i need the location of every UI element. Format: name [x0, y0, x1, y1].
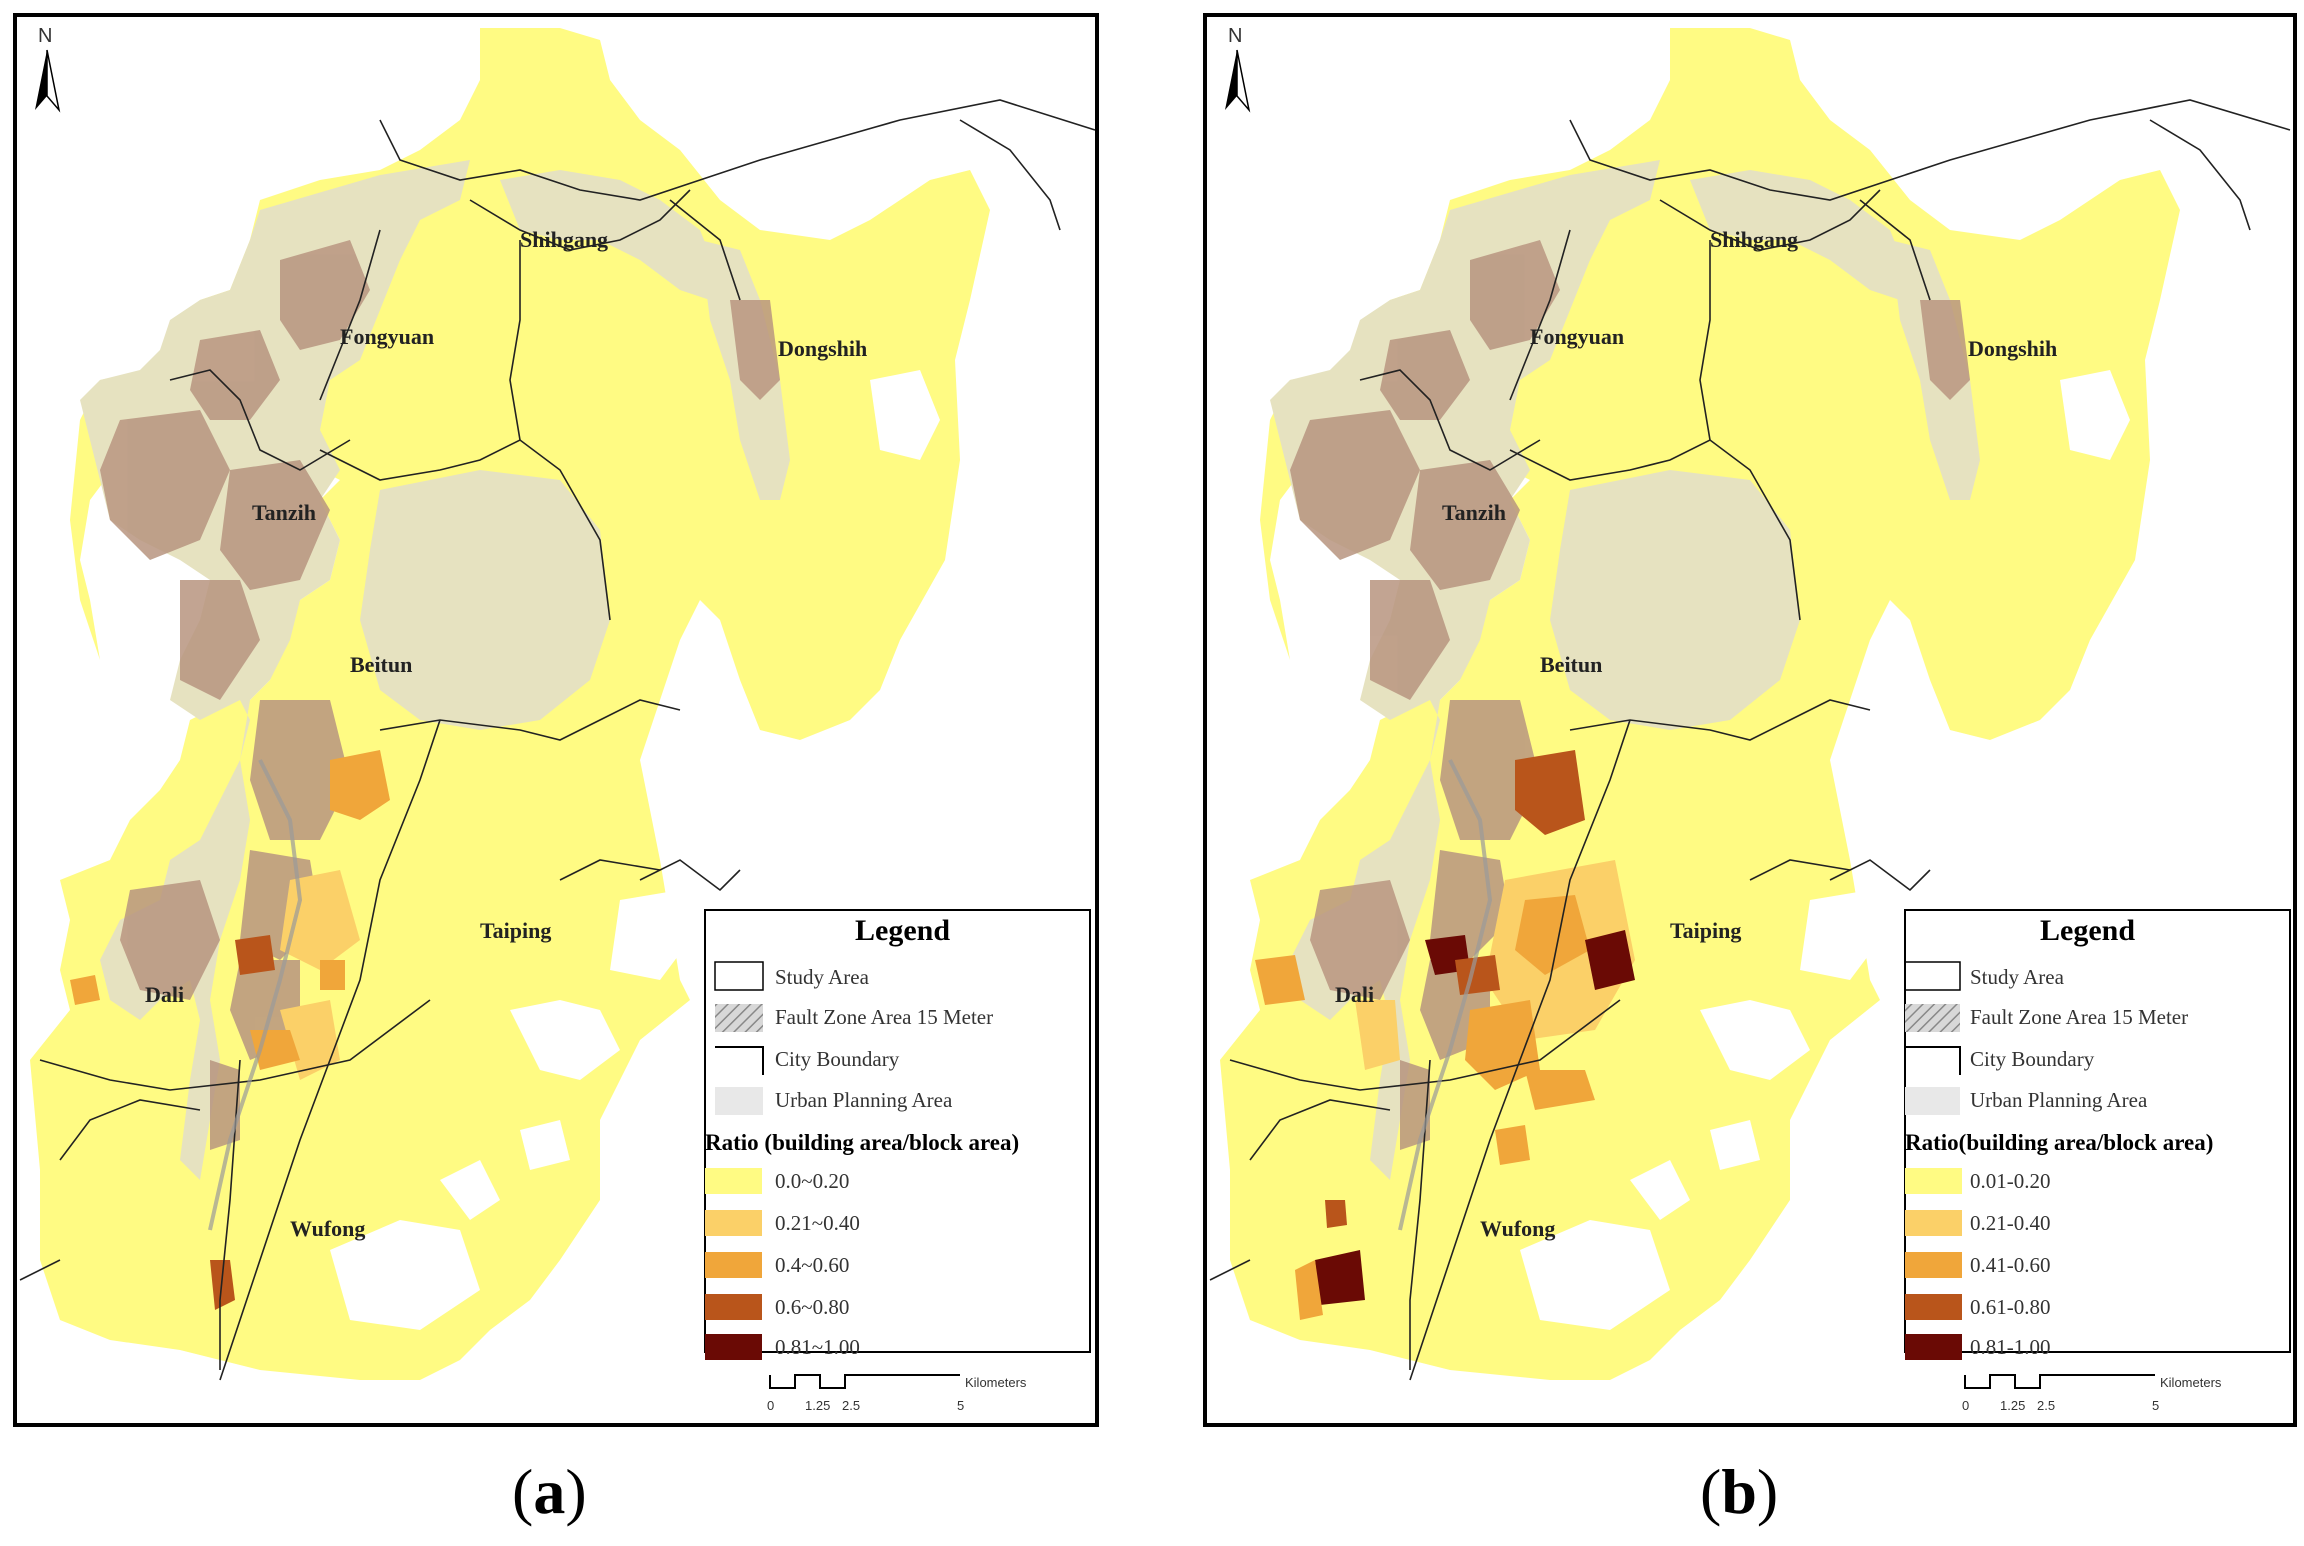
ratio-patches — [1255, 750, 1635, 1320]
svg-text:2.5: 2.5 — [2037, 1398, 2055, 1413]
city-boundaries — [1209, 99, 2291, 1381]
legend-item: Urban Planning Area — [1970, 1088, 2148, 1112]
place-label: Tanzih — [252, 500, 316, 525]
urban-blocks — [1290, 240, 1970, 1150]
legend-item: City Boundary — [775, 1047, 900, 1071]
svg-text:N: N — [38, 25, 52, 47]
svg-text:0: 0 — [767, 1398, 774, 1413]
place-label: Fongyuan — [340, 324, 434, 349]
excluded-areas — [1520, 370, 2130, 1330]
place-label: Fongyuan — [1530, 324, 1624, 349]
legend-class: 0.21~0.40 — [775, 1211, 860, 1235]
place-label: Dongshih — [1968, 336, 2057, 361]
place-label: Dali — [145, 982, 184, 1007]
scale-bar: 0 1.25 2.5 5 Kilometers — [767, 1374, 1027, 1413]
legend: Legend Study Area Fault Zone Area 15 Met… — [704, 909, 1091, 1360]
legend-class: 0.61-0.80 — [1970, 1295, 2051, 1319]
caption-b: (b) — [1700, 1456, 1779, 1527]
legend-item: Urban Planning Area — [775, 1088, 953, 1112]
place-label: Beitun — [1540, 652, 1602, 677]
place-label: Wufong — [1480, 1216, 1555, 1241]
legend-ratio-title: Ratio(building area/block area) — [1905, 1130, 2213, 1155]
svg-text:1.25: 1.25 — [2000, 1398, 2025, 1413]
city-boundaries — [19, 99, 1096, 1381]
fault-zone — [1398, 759, 1493, 1231]
place-label: Wufong — [290, 1216, 365, 1241]
legend-title: Legend — [2040, 914, 2135, 947]
place-label: Taiping — [1670, 918, 1741, 943]
place-label: Shihgang — [520, 227, 608, 252]
svg-text:1.25: 1.25 — [805, 1398, 830, 1413]
svg-text:5: 5 — [2152, 1398, 2159, 1413]
map-a: Shihgang Fongyuan Dongshih Tanzih Beitun… — [13, 13, 1099, 1427]
legend-class: 0.21-0.40 — [1970, 1211, 2051, 1235]
north-arrow: N — [35, 25, 61, 113]
svg-text:5: 5 — [957, 1398, 964, 1413]
svg-text:Kilometers: Kilometers — [965, 1375, 1027, 1390]
svg-text:2.5: 2.5 — [842, 1398, 860, 1413]
legend-class: 0.81-1.00 — [1970, 1335, 2051, 1359]
place-label: Taiping — [480, 918, 551, 943]
north-arrow: N — [1225, 25, 1251, 113]
map-panel-b: Shihgang Fongyuan Dongshih Tanzih Beitun… — [1195, 0, 2304, 1440]
place-labels: Shihgang Fongyuan Dongshih Tanzih Beitun… — [1335, 227, 2057, 1241]
place-label: Dali — [1335, 982, 1374, 1007]
legend-ratio-title: Ratio (building area/block area) — [705, 1130, 1019, 1155]
place-label: Shihgang — [1710, 227, 1798, 252]
legend-class: 0.6~0.80 — [775, 1295, 849, 1319]
place-label: Tanzih — [1442, 500, 1506, 525]
map-b: Shihgang Fongyuan Dongshih Tanzih Beitun… — [1203, 13, 2297, 1427]
caption-a: (a) — [512, 1456, 587, 1527]
legend-class: 0.4~0.60 — [775, 1253, 849, 1277]
svg-text:N: N — [1228, 25, 1242, 47]
place-label: Beitun — [350, 652, 412, 677]
legend-class: 0.41-0.60 — [1970, 1253, 2051, 1277]
place-label: Dongshih — [778, 336, 867, 361]
legend-item: City Boundary — [1970, 1047, 2095, 1071]
fault-zone — [208, 759, 303, 1231]
legend-class: 0.01-0.20 — [1970, 1169, 2051, 1193]
scale-bar: 0 1.25 2.5 5 Kilometers — [1962, 1374, 2222, 1413]
legend-item: Fault Zone Area 15 Meter — [1970, 1005, 2188, 1029]
legend-class: 0.0~0.20 — [775, 1169, 849, 1193]
svg-text:0: 0 — [1962, 1398, 1969, 1413]
place-labels: Shihgang Fongyuan Dongshih Tanzih Beitun… — [145, 227, 867, 1241]
legend: Legend Study Area Fault Zone Area 15 Met… — [1904, 909, 2291, 1360]
excluded-areas — [330, 370, 940, 1330]
legend-class: 0.81~1.00 — [775, 1335, 860, 1359]
legend-item: Study Area — [775, 965, 870, 989]
map-panel-a: Shihgang Fongyuan Dongshih Tanzih Beitun… — [0, 0, 1115, 1440]
legend-item: Fault Zone Area 15 Meter — [775, 1005, 993, 1029]
legend-item: Study Area — [1970, 965, 2065, 989]
legend-title: Legend — [855, 914, 950, 947]
svg-text:Kilometers: Kilometers — [2160, 1375, 2222, 1390]
